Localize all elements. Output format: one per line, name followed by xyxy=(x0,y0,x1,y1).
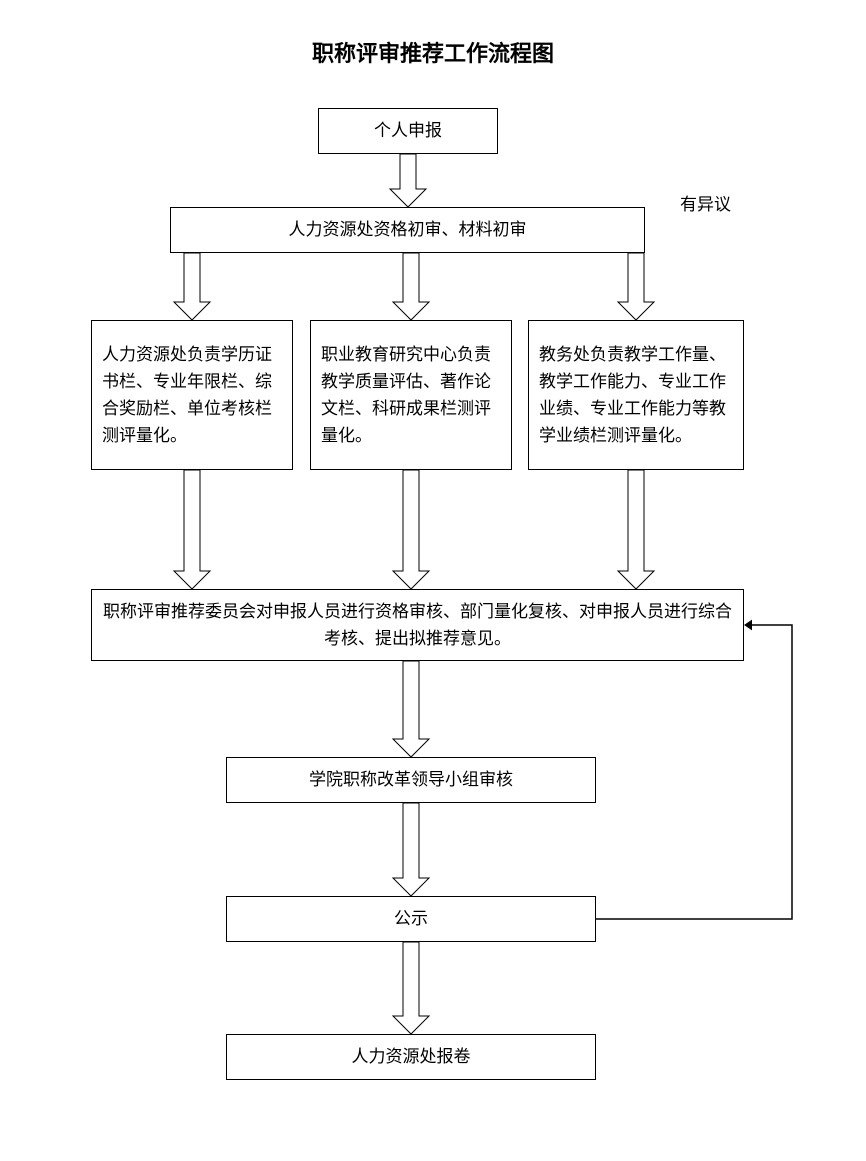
block-arrow xyxy=(174,253,210,320)
flow-node-n4: 职业教育研究中心负责教学质量评估、著作论文栏、科研成果栏测评量化。 xyxy=(310,320,512,470)
flow-node-n7: 学院职称改革领导小组审核 xyxy=(226,757,596,803)
connector-layer xyxy=(0,0,866,1161)
flow-node-n3: 人力资源处负责学历证书栏、专业年限栏、综合奖励栏、单位考核栏测评量化。 xyxy=(91,320,293,470)
block-arrow xyxy=(174,470,210,589)
block-arrow xyxy=(618,470,654,589)
feedback-arrowhead xyxy=(744,620,752,631)
block-arrow xyxy=(393,942,429,1034)
flow-node-n6: 职称评审推荐委员会对申报人员进行资格审核、部门量化复核、对申报人员进行综合考核、… xyxy=(91,589,744,661)
flow-node-n8: 公示 xyxy=(226,896,596,942)
flow-node-n5: 教务处负责教学工作量、教学工作能力、专业工作业绩、专业工作能力等教学业绩栏测评量… xyxy=(528,320,744,470)
block-arrow xyxy=(390,154,426,207)
flow-node-n1: 个人申报 xyxy=(318,108,498,154)
flow-node-n9: 人力资源处报卷 xyxy=(226,1034,596,1080)
flow-node-n2: 人力资源处资格初审、材料初审 xyxy=(170,207,645,253)
block-arrow xyxy=(393,470,429,589)
flowchart-canvas: 职称评审推荐工作流程图 个人申报人力资源处资格初审、材料初审人力资源处负责学历证… xyxy=(0,0,866,1161)
block-arrow xyxy=(393,661,429,757)
block-arrow xyxy=(393,253,429,320)
feedback-label: 有异议 xyxy=(680,190,731,215)
feedback-line xyxy=(596,625,792,919)
block-arrow xyxy=(393,803,429,896)
block-arrow xyxy=(618,253,654,320)
